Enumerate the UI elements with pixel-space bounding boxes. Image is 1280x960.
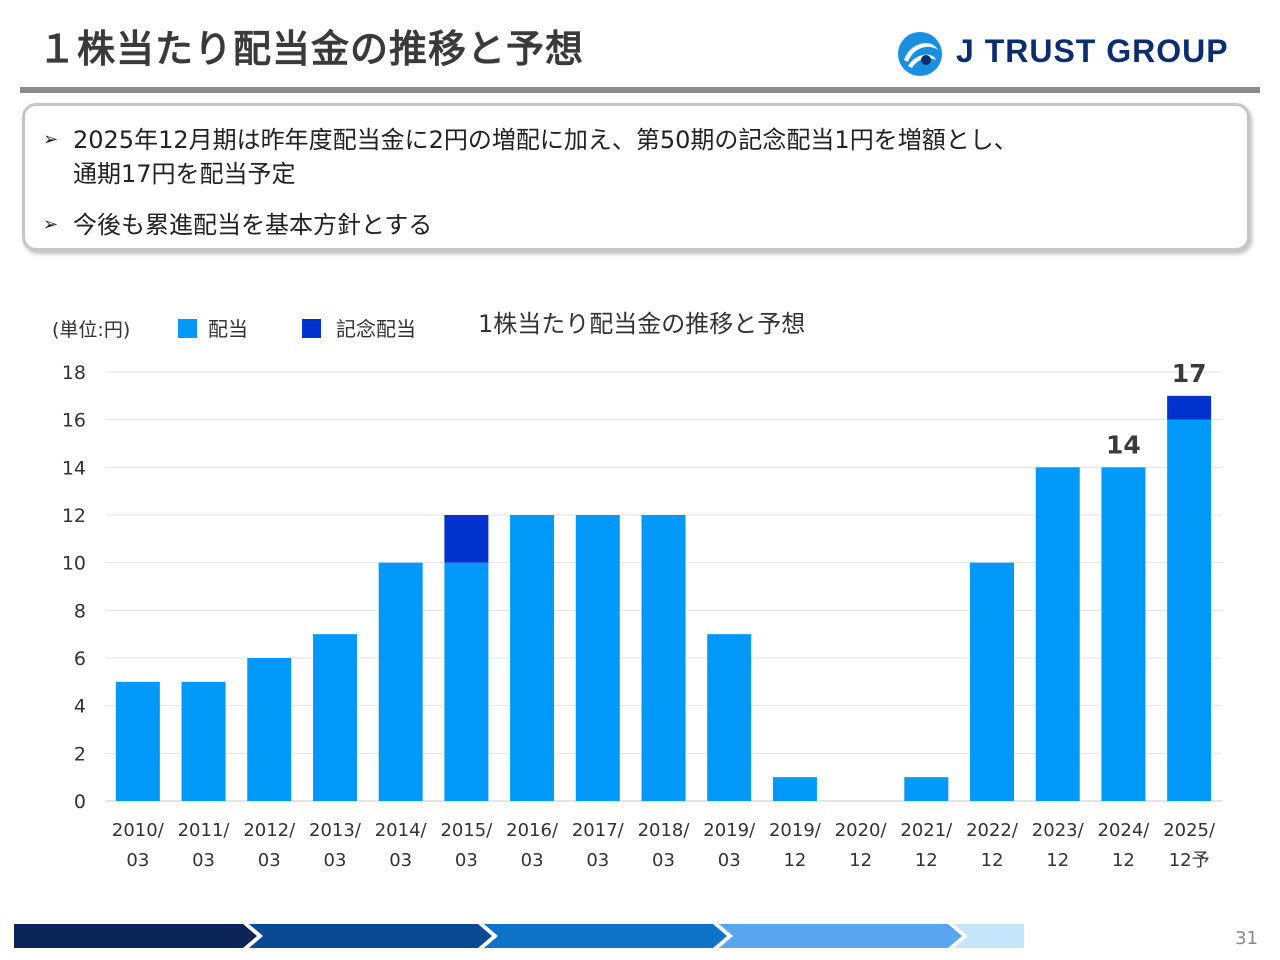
bar-regular-0 — [115, 681, 160, 801]
y-tick-label-18: 18 — [62, 362, 86, 384]
x-tick-label-6-line-2: 03 — [521, 850, 544, 871]
y-tick-label-6: 6 — [74, 648, 86, 670]
data-label-15: 14 — [1106, 430, 1141, 459]
band-segment-1 — [14, 924, 257, 948]
bar-regular-6 — [510, 515, 555, 801]
y-tick-label-14: 14 — [62, 457, 86, 479]
band-segment-3 — [484, 924, 727, 948]
x-tick-label-7-line-1: 2017/ — [572, 820, 625, 841]
bar-regular-2 — [247, 658, 292, 801]
bar-regular-1 — [181, 681, 226, 801]
company-logo: J TRUST GROUP — [896, 30, 1266, 78]
x-tick-label-12-line-1: 2021/ — [900, 820, 953, 841]
x-tick-label-9-line-2: 03 — [718, 850, 741, 871]
band-segment-4 — [719, 924, 962, 948]
x-tick-label-14-line-1: 2023/ — [1032, 820, 1085, 841]
unit-label: (単位:円) — [52, 319, 130, 341]
legend-label-commemorative: 記念配当 — [336, 317, 416, 341]
x-tick-label-14-line-2: 12 — [1046, 850, 1069, 871]
x-tick-label-2-line-2: 03 — [258, 850, 281, 871]
bar-regular-4 — [378, 562, 423, 801]
x-tick-label-11-line-2: 12 — [849, 850, 872, 871]
summary-bullet-1-line-2: 通期17円を配当予定 — [73, 160, 296, 188]
bar-regular-8 — [641, 515, 686, 801]
summary-box: ➢ 2025年12月期は昨年度配当金に2円の増配に加え、第50期の記念配当1円を… — [22, 103, 1250, 251]
bullet-arrow-icon: ➢ — [43, 214, 59, 235]
x-tick-label-5-line-2: 03 — [455, 850, 478, 871]
x-tick-label-8-line-2: 03 — [652, 850, 675, 871]
x-tick-label-5-line-1: 2015/ — [440, 820, 493, 841]
x-tick-label-0-line-2: 03 — [126, 850, 149, 871]
band-segment-5 — [954, 924, 1024, 948]
legend-label-regular: 配当 — [208, 317, 248, 341]
y-tick-label-12: 12 — [62, 505, 86, 527]
bar-regular-7 — [575, 515, 620, 801]
bar-regular-3 — [312, 634, 357, 801]
x-tick-label-3-line-1: 2013/ — [309, 820, 362, 841]
logo-swirl-icon — [898, 32, 942, 76]
x-tick-label-15-line-1: 2024/ — [1098, 820, 1151, 841]
summary-bullet-2-line-1: 今後も累進配当を基本方針とする — [73, 211, 433, 239]
x-tick-label-2-line-1: 2012/ — [243, 820, 296, 841]
x-tick-label-8-line-1: 2018/ — [638, 820, 691, 841]
x-tick-label-4-line-1: 2014/ — [375, 820, 428, 841]
summary-bullet-1-line-1: 2025年12月期は昨年度配当金に2円の増配に加え、第50期の記念配当1円を増額… — [73, 126, 1018, 154]
band-segment-2 — [249, 924, 492, 948]
dividend-chart: (単位:円) 配当 記念配当 1株当たり配当金の推移と予想 0 2 4 6 8 10 12 14 16 1… — [52, 310, 1222, 871]
x-tick-label-0-line-1: 2010/ — [112, 820, 165, 841]
y-tick-label-8: 8 — [74, 600, 86, 622]
x-tick-label-1-line-2: 03 — [192, 850, 215, 871]
x-tick-label-4-line-2: 03 — [389, 850, 412, 871]
bottom-decorative-band — [14, 924, 1024, 948]
bar-commemorative-16 — [1167, 395, 1212, 420]
chart-title: 1株当たり配当金の推移と予想 — [478, 310, 805, 338]
title-divider — [20, 87, 1260, 93]
bar-regular-14 — [1035, 467, 1080, 801]
y-tick-label-10: 10 — [62, 553, 86, 575]
bar-regular-10 — [772, 777, 817, 801]
x-tick-label-16-line-2: 12予 — [1169, 850, 1210, 871]
bar-commemorative-5 — [444, 515, 489, 563]
bar-regular-5 — [444, 562, 489, 801]
bar-regular-9 — [707, 634, 752, 801]
x-tick-label-9-line-1: 2019/ — [703, 820, 756, 841]
x-tick-label-13-line-2: 12 — [981, 850, 1004, 871]
x-tick-label-15-line-2: 12 — [1112, 850, 1135, 871]
x-tick-label-10-line-2: 12 — [783, 850, 806, 871]
slide-title: １株当たり配当金の推移と予想 — [38, 27, 585, 71]
x-tick-label-6-line-1: 2016/ — [506, 820, 559, 841]
bar-regular-16 — [1167, 419, 1212, 801]
x-tick-label-3-line-2: 03 — [324, 850, 347, 871]
legend-swatch-commemorative — [302, 319, 321, 338]
bullet-arrow-icon: ➢ — [43, 129, 59, 150]
data-label-16: 17 — [1172, 359, 1207, 388]
x-tick-label-16-line-1: 2025/ — [1163, 820, 1216, 841]
bar-regular-13 — [970, 562, 1015, 801]
logo-wordmark: J TRUST GROUP — [956, 33, 1229, 69]
legend-swatch-regular — [178, 319, 197, 338]
y-tick-label-0: 0 — [74, 791, 86, 813]
x-tick-label-11-line-1: 2020/ — [835, 820, 888, 841]
y-tick-label-2: 2 — [74, 743, 86, 765]
x-tick-label-1-line-1: 2011/ — [178, 820, 231, 841]
bar-regular-12 — [904, 777, 949, 801]
x-tick-label-10-line-1: 2019/ — [769, 820, 822, 841]
page-number: 31 — [1235, 928, 1258, 949]
x-tick-label-12-line-2: 12 — [915, 850, 938, 871]
x-tick-label-7-line-2: 03 — [586, 850, 609, 871]
x-tick-label-13-line-1: 2022/ — [966, 820, 1019, 841]
bar-regular-15 — [1101, 467, 1146, 801]
y-tick-label-16: 16 — [62, 410, 86, 432]
y-tick-label-4: 4 — [74, 696, 86, 718]
